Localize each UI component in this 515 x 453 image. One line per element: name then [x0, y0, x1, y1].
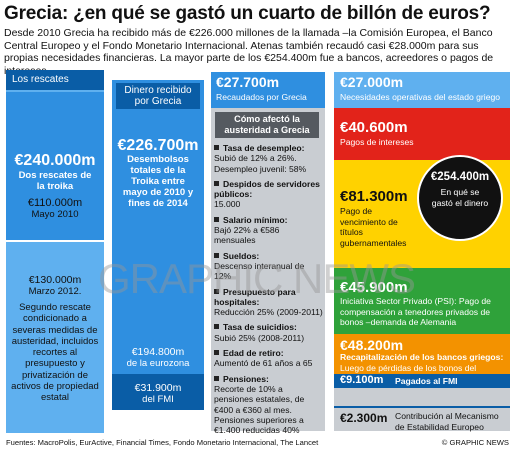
austeridad-item: Presupuesto para hospitales: Reducción 25…: [214, 286, 323, 318]
bullet-icon: [214, 216, 219, 222]
mede-divider: [334, 406, 510, 408]
bancos-amount: €48.200m: [340, 337, 404, 353]
rescate2-date: Marzo 2012.: [28, 286, 82, 297]
vencimientos-label: Pago de vencimiento de títulos gubername…: [340, 206, 407, 248]
rescates-total-box: [6, 92, 104, 240]
bullet-icon: [214, 145, 219, 150]
austeridad-item: Tasa de desempleo: Subió de 12% a 26%. De…: [214, 143, 307, 174]
austeridad-item: Sueldos: Descenso interanual de 12%: [214, 250, 305, 282]
bullet-icon: [214, 324, 219, 330]
austeridad-list: Tasa de desempleo: Subió de 12% a 26%. De…: [214, 143, 323, 435]
austeridad-item: Despidos de servidores públicos: 15.000: [214, 178, 320, 210]
bullet-icon: [214, 350, 219, 356]
seg-mede: [334, 388, 510, 431]
austeridad-item: Salario mínimo: Bajó 22% a €586 mensuales: [214, 214, 288, 246]
intereses-label: Pagos de intereses: [340, 137, 414, 147]
recaudados-box: [211, 72, 325, 108]
total-gasto-circle: [417, 155, 503, 241]
austeridad-subheader: Cómo afectó la austeridad a Grecia: [215, 112, 319, 138]
psi-amount: €45.900m: [340, 279, 408, 296]
austeridad-item: Tasa de suicidios: Subió 25% (2008-2011): [214, 322, 305, 343]
fmi-label: del FMI: [142, 394, 174, 405]
recaudados-amount: €27.700m: [216, 74, 280, 90]
circle-amount: €254.400m: [430, 171, 490, 183]
sources: Fuentes: MacroPolis, EurActive, Financia…: [6, 438, 319, 447]
recibido-desc: Desembolsos totales de la Troika entre m…: [122, 154, 194, 209]
rescate2-amount: €130.000m: [28, 274, 82, 286]
bullet-icon: [214, 252, 219, 258]
vencimientos-amount: €81.300m: [340, 188, 408, 205]
eurozona-amount: €194.800m: [131, 346, 185, 358]
operativas-label: Necesidades operativas del estado griego: [340, 92, 501, 102]
fmi-amount: €31.900m: [134, 382, 182, 394]
operativas-amount: €27.000m: [340, 74, 404, 90]
page-title: Grecia: ¿en qué se gastó un cuarto de bi…: [4, 3, 491, 24]
seg-bancos: [334, 334, 510, 374]
rescate1-date: Mayo 2010: [31, 209, 79, 220]
bullet-icon: [214, 288, 219, 294]
mede-label: Contribución al Mecanismo de Estabilidad…: [395, 411, 499, 432]
austeridad-item: Edad de retiro: Aumentó de 61 años a 65: [214, 348, 313, 369]
intereses-amount: €40.600m: [340, 119, 408, 136]
mede-amount: €2.300m: [340, 411, 388, 425]
rescates-divider: [6, 240, 104, 242]
seg-fmi: [334, 374, 510, 388]
seg-operativas: [334, 72, 510, 108]
bullet-icon: [214, 180, 219, 186]
psi-label: Iniciativa Sector Privado (PSI): Pago de…: [340, 296, 491, 327]
seg-psi: [334, 268, 510, 334]
rescates-total-amount: €240.000m: [14, 152, 96, 169]
circle-label: En qué se gastó el dinero: [431, 187, 489, 208]
col-rescates-header: Los rescates: [6, 70, 104, 90]
austeridad-item: Pensiones: Recorte de 10% a pensiones est…: [214, 373, 305, 436]
rescates-total-label: Dos rescates de la troika: [18, 170, 92, 192]
eurozona-label: de la eurozona: [126, 358, 190, 369]
seg-intereses: [334, 108, 510, 160]
bullet-icon: [214, 375, 219, 381]
rescate1-amount: €110.000m: [27, 197, 83, 209]
col-recibido-header: Dinero recibido por Grecia: [116, 83, 200, 109]
col-recibido: [112, 80, 204, 410]
fmi-box: [112, 374, 204, 410]
recibido-amount: €226.700m: [117, 137, 199, 154]
pagos-fmi-label: Pagados al FMI: [395, 376, 458, 386]
recaudados-label: Recaudados por Grecia: [216, 92, 307, 102]
rescate2-desc: Segundo rescate condicionado a severas m…: [11, 302, 99, 404]
pagos-fmi-amount: €9.100m: [340, 374, 384, 386]
copyright: © GRAPHIC NEWS: [441, 438, 509, 447]
